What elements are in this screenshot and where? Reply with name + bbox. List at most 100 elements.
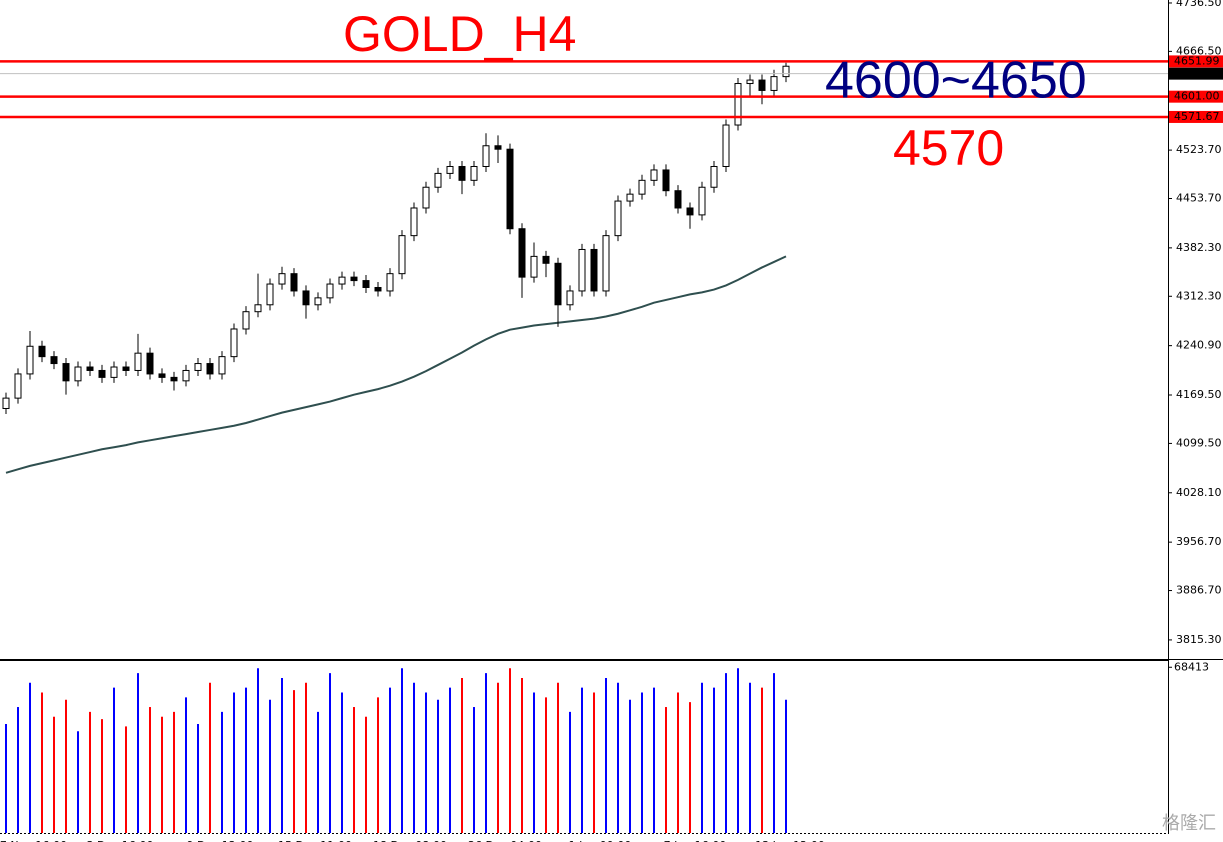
level-label: 4651.99 <box>1174 54 1220 67</box>
candle-body <box>770 76 778 91</box>
candle-body <box>482 145 490 167</box>
candle-body <box>662 169 670 192</box>
candle-body <box>278 273 286 285</box>
candle-body <box>38 345 46 358</box>
annotation: 4570 <box>893 120 1004 176</box>
candle-body <box>566 290 574 306</box>
candle-body <box>590 248 598 292</box>
candle-body <box>638 179 646 195</box>
candle-body <box>734 83 742 126</box>
candle-body <box>530 255 538 278</box>
level-label: 4634.31 <box>1174 67 1220 80</box>
x-tick-label: 27 Nov 16:00 <box>0 839 67 842</box>
candle-body <box>614 200 622 237</box>
candle-body <box>98 369 106 378</box>
candle-body <box>218 356 226 375</box>
x-tick-label: 26 Dec 04:00 <box>468 839 542 842</box>
candle-body <box>206 363 214 375</box>
candle-body <box>362 280 370 288</box>
candle-body <box>302 290 310 306</box>
y-tick-label: 4169.50 <box>1176 388 1222 401</box>
candle-body <box>578 248 586 292</box>
y-tick-label: 3815.30 <box>1176 633 1222 646</box>
level-label: 4571.67 <box>1174 110 1220 123</box>
candle-body <box>62 363 70 382</box>
y-tick-label: 4099.50 <box>1176 436 1222 449</box>
candle-body <box>386 273 394 292</box>
y-tick-label: 3956.70 <box>1176 535 1222 548</box>
x-tick-label: 9 Dec 12:00 <box>187 839 254 842</box>
x-tick-label: 7 Jan 16:00 <box>664 839 727 842</box>
candle-body <box>266 283 274 306</box>
candle-body <box>758 79 766 91</box>
chart-title: GOLD_H4 <box>343 6 576 62</box>
x-tick-label: 1 Jan 00:00 <box>569 839 632 842</box>
annotation: 4600~4650 <box>825 52 1087 110</box>
watermark: 格隆汇 <box>1162 813 1216 834</box>
candle-body <box>290 273 298 292</box>
candle-body <box>242 311 250 330</box>
candle-body <box>2 397 10 409</box>
y-tick-label: 4523.70 <box>1176 143 1222 156</box>
candle-body <box>542 255 550 264</box>
level-label-box <box>1169 110 1223 123</box>
candle-body <box>158 373 166 378</box>
y-tick-label: 4312.30 <box>1176 289 1222 302</box>
y-tick-label: 4453.70 <box>1176 192 1222 205</box>
candle-body <box>470 165 478 181</box>
candle-body <box>146 352 154 375</box>
y-tick-label: 4240.90 <box>1176 339 1222 352</box>
candle-body <box>26 345 34 375</box>
candle-body <box>314 297 322 306</box>
candle-body <box>674 190 682 209</box>
candle-body <box>374 286 382 292</box>
candle-body <box>626 193 634 202</box>
candle-body <box>170 376 178 382</box>
candle-body <box>122 366 130 371</box>
candle-body <box>422 186 430 209</box>
candle-body <box>326 283 334 299</box>
candle-body <box>494 145 502 150</box>
candle-body <box>554 262 562 306</box>
y-tick-label: 3886.70 <box>1176 584 1222 597</box>
x-tick-label: 3 Dec 16:00 <box>87 839 154 842</box>
candle-body <box>194 363 202 371</box>
candle-body <box>722 124 730 167</box>
candle-body <box>350 276 358 282</box>
y-tick-label: 4382.30 <box>1176 241 1222 254</box>
candle-body <box>458 165 466 181</box>
x-tick-label: 13 Jan 12:00 <box>755 839 825 842</box>
candle-body <box>698 186 706 216</box>
candle-body <box>398 235 406 275</box>
candle-body <box>710 165 718 188</box>
candle-body <box>518 228 526 278</box>
candle-body <box>254 304 262 313</box>
candle-body <box>746 79 754 85</box>
level-label: 4601.00 <box>1174 90 1220 103</box>
candle-body <box>338 276 346 285</box>
candle-body <box>74 366 82 382</box>
candle-body <box>602 235 610 292</box>
moving-average <box>5 255 787 474</box>
candle-body <box>650 169 658 181</box>
level-label-box <box>1169 55 1223 68</box>
y-tick-label: 4028.10 <box>1176 486 1222 499</box>
candle-body <box>686 207 694 216</box>
volume-tick-label: 68413 <box>1174 660 1209 673</box>
candle-body <box>110 366 118 378</box>
x-tick-label: 18 Dec 08:00 <box>373 839 447 842</box>
x-tick-label: 15 Dec 11:00 <box>278 839 352 842</box>
level-label-box <box>1169 90 1223 103</box>
candle-body <box>86 366 94 371</box>
candle-body <box>230 328 238 358</box>
candle-body <box>782 65 790 78</box>
candle-body <box>50 356 58 365</box>
candle-body <box>410 207 418 237</box>
y-tick-label: 4736.50 <box>1176 0 1222 9</box>
level-label-box <box>1169 67 1223 80</box>
candle-body <box>14 373 22 399</box>
candle-body <box>182 369 190 382</box>
